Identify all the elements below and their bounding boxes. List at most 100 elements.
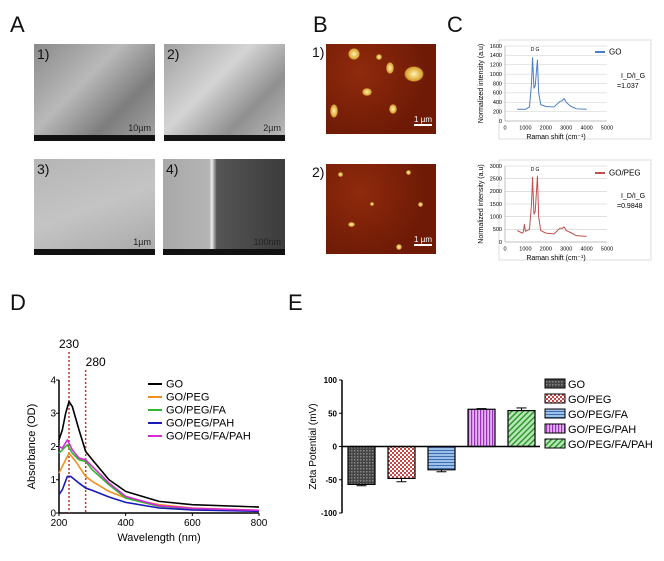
series-line-go: [58, 400, 260, 508]
peak-label-g: G: [535, 167, 539, 173]
legend-label: GO/PEG/FA: [568, 409, 629, 421]
y-tick-label: -50: [325, 476, 337, 485]
ratio-label: I_D/I_G: [621, 73, 645, 80]
y-tick-label: 3: [50, 409, 56, 420]
x-tick-label: 1000: [519, 247, 531, 253]
y-tick-label: 1000: [490, 72, 502, 78]
x-axis-label: Raman shift (cm⁻¹): [526, 134, 585, 141]
raman-go-chart: 0 200 400 600 800 1000 1200 1400 1600 0 1000 2000 30…: [478, 39, 652, 141]
y-tick-label: 800: [493, 81, 502, 87]
afm-label: 2): [312, 164, 325, 180]
x-tick-label: 4000: [580, 126, 592, 132]
zeta-chart: -100 -50 0 50 100 Zeta Potential (mV) GO GO/PEG…: [308, 376, 653, 518]
y-tick-label: 0: [333, 443, 338, 452]
legend-label: GO/PEG: [609, 169, 641, 178]
legend-swatch: [544, 378, 566, 389]
x-axis-label: Raman shift (cm⁻¹): [526, 255, 585, 262]
scale-bar: 1 µm: [414, 115, 432, 126]
y-tick-label: 50: [328, 409, 337, 418]
legend-label: GO: [568, 379, 586, 391]
ratio-value: =1.037: [617, 83, 639, 90]
ratio-label: I_D/I_G: [621, 193, 645, 200]
y-tick-label: 400: [493, 100, 502, 106]
afm-image-1: 1 µm: [326, 44, 436, 134]
peak-label-d: D: [531, 167, 535, 173]
legend-swatch: [544, 423, 566, 434]
legend-swatch: [544, 408, 566, 419]
y-tick-label: 1200: [490, 63, 502, 69]
scale-bar: 100nm: [253, 237, 281, 247]
absorbance-chart: 0 1 2 3 4 200 400 600 800 Wavelength (nm) Absorban…: [26, 337, 268, 544]
series-line-go-peg-fa-pah: [58, 439, 260, 512]
sem-image-3: 3) 1µm: [34, 159, 155, 255]
y-axis-label: Normalized intensity (a.u): [478, 164, 485, 243]
legend-label: GO/PEG/FA/PAH: [568, 439, 653, 451]
y-axis-label: Normalized intensity (a.u): [478, 44, 485, 123]
sem-label: 3): [37, 161, 50, 177]
scale-bar: 1µm: [133, 237, 151, 247]
afm-label: 1): [312, 44, 325, 60]
y-tick-label: 2: [50, 442, 56, 453]
y-tick-label: 0: [50, 508, 56, 519]
y-tick-label: 0: [499, 119, 502, 125]
series-line-go: [517, 57, 587, 110]
legend-swatch: [544, 393, 566, 404]
y-tick-label: 500: [493, 227, 502, 233]
x-tick-label: 600: [184, 518, 201, 529]
x-tick-label: 3000: [560, 247, 572, 253]
legend-label: GO: [166, 379, 184, 391]
legend-label: GO/PEG/PAH: [166, 418, 234, 430]
plot-frame: [498, 39, 652, 140]
scale-bar: 2µm: [263, 123, 281, 133]
legend-label: GO/PEG/PAH: [568, 424, 636, 436]
scale-bar: 10µm: [128, 123, 151, 133]
reference-line-label: 280: [86, 355, 106, 369]
series-line-go-peg-pah: [58, 475, 260, 513]
y-axis-label: Zeta Potential (mV): [308, 403, 319, 489]
x-tick-label: 1000: [519, 126, 531, 132]
x-tick-label: 3000: [560, 126, 572, 132]
scale-bar: 1 µm: [414, 235, 432, 246]
bar-go-peg: [387, 445, 416, 480]
afm-image-2: 1 µm: [326, 164, 436, 254]
reference-line-label: 230: [59, 337, 79, 351]
x-tick-label: 800: [251, 518, 268, 529]
legend-label: GO: [609, 48, 621, 57]
panel-label-e: E: [288, 290, 303, 315]
y-axis-label: Absorbance (OD): [26, 404, 38, 490]
series-line-go-peg: [517, 175, 587, 237]
x-tick-label: 2000: [540, 126, 552, 132]
y-tick-label: -100: [321, 509, 338, 518]
x-tick-label: 5000: [601, 247, 613, 253]
y-tick-label: 1000: [490, 215, 502, 221]
panel-label-a: A: [10, 12, 25, 37]
panel-label-b: B: [313, 12, 328, 37]
bar-go-peg-pah: [467, 408, 496, 448]
raman-gopeg-chart: 0 500 1000 1500 2000 2500 3000 0 1000 2000 3000 400…: [478, 159, 652, 262]
y-tick-label: 200: [493, 109, 502, 115]
x-tick-label: 0: [503, 126, 506, 132]
sem-label: 2): [167, 46, 180, 62]
x-tick-label: 0: [503, 247, 506, 253]
legend-label: GO/PEG/FA: [166, 405, 227, 417]
panel-label-c: C: [447, 12, 463, 37]
bar-go: [347, 445, 376, 486]
peak-label-d: D: [531, 47, 535, 53]
sem-label: 1): [37, 46, 50, 62]
x-tick-label: 4000: [580, 247, 592, 253]
ratio-value: =0.9848: [617, 203, 643, 210]
y-tick-label: 3000: [490, 164, 502, 170]
y-tick-label: 2000: [490, 189, 502, 195]
sem-image-1: 1) 10µm: [34, 44, 155, 141]
y-tick-label: 100: [324, 376, 338, 385]
x-tick-label: 5000: [601, 126, 613, 132]
plot-frame: [498, 159, 652, 261]
sem-label: 4): [166, 161, 179, 177]
y-tick-label: 1: [50, 475, 56, 486]
sem-image-4: 4) 100nm: [163, 159, 285, 255]
y-tick-label: 600: [493, 91, 502, 97]
x-axis-label: Wavelength (nm): [117, 532, 200, 544]
y-tick-label: 1400: [490, 53, 502, 59]
bar-go-peg-fa: [427, 445, 456, 471]
